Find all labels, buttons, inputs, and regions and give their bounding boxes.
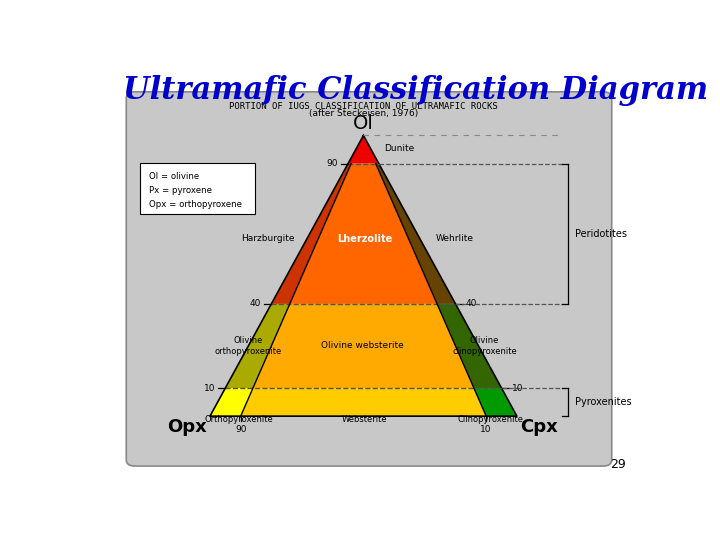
Text: 40: 40 (250, 299, 261, 308)
Text: 29: 29 (610, 458, 626, 471)
Text: Dunite: Dunite (384, 144, 415, 153)
Text: (after Steckeisen, 1976): (after Steckeisen, 1976) (309, 109, 418, 118)
Polygon shape (289, 164, 437, 304)
Text: 10: 10 (512, 383, 523, 393)
Text: Wehrlite: Wehrlite (436, 234, 474, 243)
Polygon shape (348, 136, 379, 164)
Text: Pyroxenites: Pyroxenites (575, 397, 631, 407)
Polygon shape (437, 304, 502, 388)
Polygon shape (225, 304, 289, 388)
Text: Ol = olivine: Ol = olivine (148, 172, 199, 181)
Text: Olivine
clinopyroxenite: Olivine clinopyroxenite (452, 336, 517, 356)
Text: Lherzolite: Lherzolite (338, 234, 392, 244)
Polygon shape (376, 164, 456, 304)
Text: Clinopyroxenite: Clinopyroxenite (458, 415, 523, 424)
Polygon shape (271, 164, 351, 304)
Text: 10: 10 (204, 383, 215, 393)
Text: Olivine websterite: Olivine websterite (320, 341, 403, 350)
Text: PORTION OF IUGS CLASSIFICATION OF ULTRAMAFIC ROCKS: PORTION OF IUGS CLASSIFICATION OF ULTRAM… (229, 102, 498, 111)
Text: 90: 90 (327, 159, 338, 168)
Text: Olivine
orthopyroxenite: Olivine orthopyroxenite (215, 336, 282, 356)
Text: Orthopyroxenite: Orthopyroxenite (204, 415, 274, 424)
Text: Opx = orthopyroxene: Opx = orthopyroxene (148, 199, 242, 208)
Text: Cpx: Cpx (520, 418, 557, 436)
Text: Px = pyroxene: Px = pyroxene (148, 186, 212, 195)
Polygon shape (253, 304, 474, 388)
Text: Websterite: Websterite (342, 415, 388, 424)
Text: Opx: Opx (168, 418, 207, 436)
Text: Peridotites: Peridotites (575, 229, 627, 239)
Polygon shape (210, 388, 253, 416)
Text: 90: 90 (235, 426, 246, 434)
Text: Ol: Ol (353, 114, 374, 133)
Polygon shape (474, 388, 517, 416)
Text: Ultramafic Classification Diagram: Ultramafic Classification Diagram (124, 75, 708, 106)
FancyBboxPatch shape (140, 163, 255, 214)
Text: 40: 40 (466, 299, 477, 308)
FancyBboxPatch shape (126, 92, 612, 466)
Text: 10: 10 (480, 426, 492, 434)
Polygon shape (240, 388, 486, 416)
Text: Harzburgite: Harzburgite (241, 234, 294, 243)
